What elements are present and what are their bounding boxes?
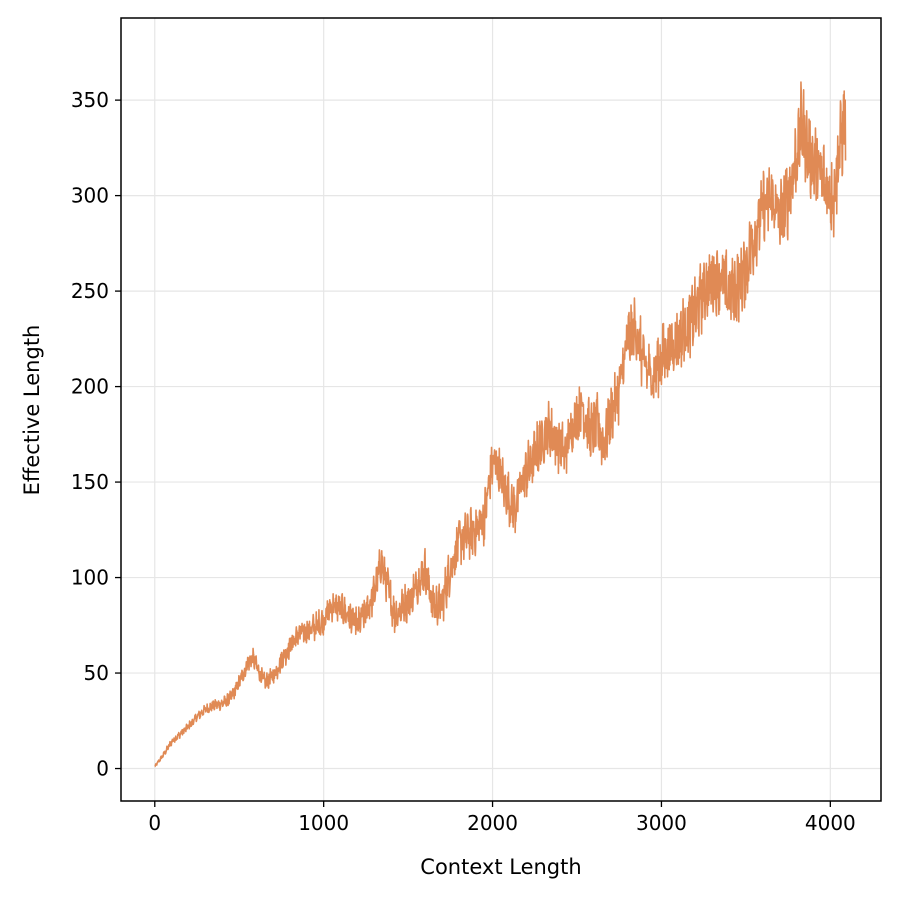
- x-tick-label: 4000: [805, 811, 856, 835]
- x-tick-label: 2000: [467, 811, 518, 835]
- x-tick-label: 3000: [636, 811, 687, 835]
- x-tick-label: 1000: [298, 811, 349, 835]
- y-tick-label: 350: [71, 88, 109, 112]
- y-tick-label: 100: [71, 566, 109, 590]
- y-axis-label: Effective Length: [20, 325, 44, 496]
- y-tick-label: 150: [71, 470, 109, 494]
- grid-layer: [121, 18, 881, 801]
- plot-frame: [120, 17, 882, 802]
- x-tick-label: 0: [148, 811, 161, 835]
- ticks-layer: 0 1000 2000 3000 4000 0 50 100 150 200 250 300 350: [71, 88, 856, 835]
- y-tick-label: 50: [84, 661, 109, 685]
- series-layer: [154, 81, 847, 768]
- x-axis-label: Context Length: [420, 855, 581, 879]
- series-line: [154, 81, 847, 768]
- y-tick-label: 250: [71, 279, 109, 303]
- y-tick-label: 0: [96, 757, 109, 781]
- y-tick-label: 300: [71, 184, 109, 208]
- y-tick-label: 200: [71, 375, 109, 399]
